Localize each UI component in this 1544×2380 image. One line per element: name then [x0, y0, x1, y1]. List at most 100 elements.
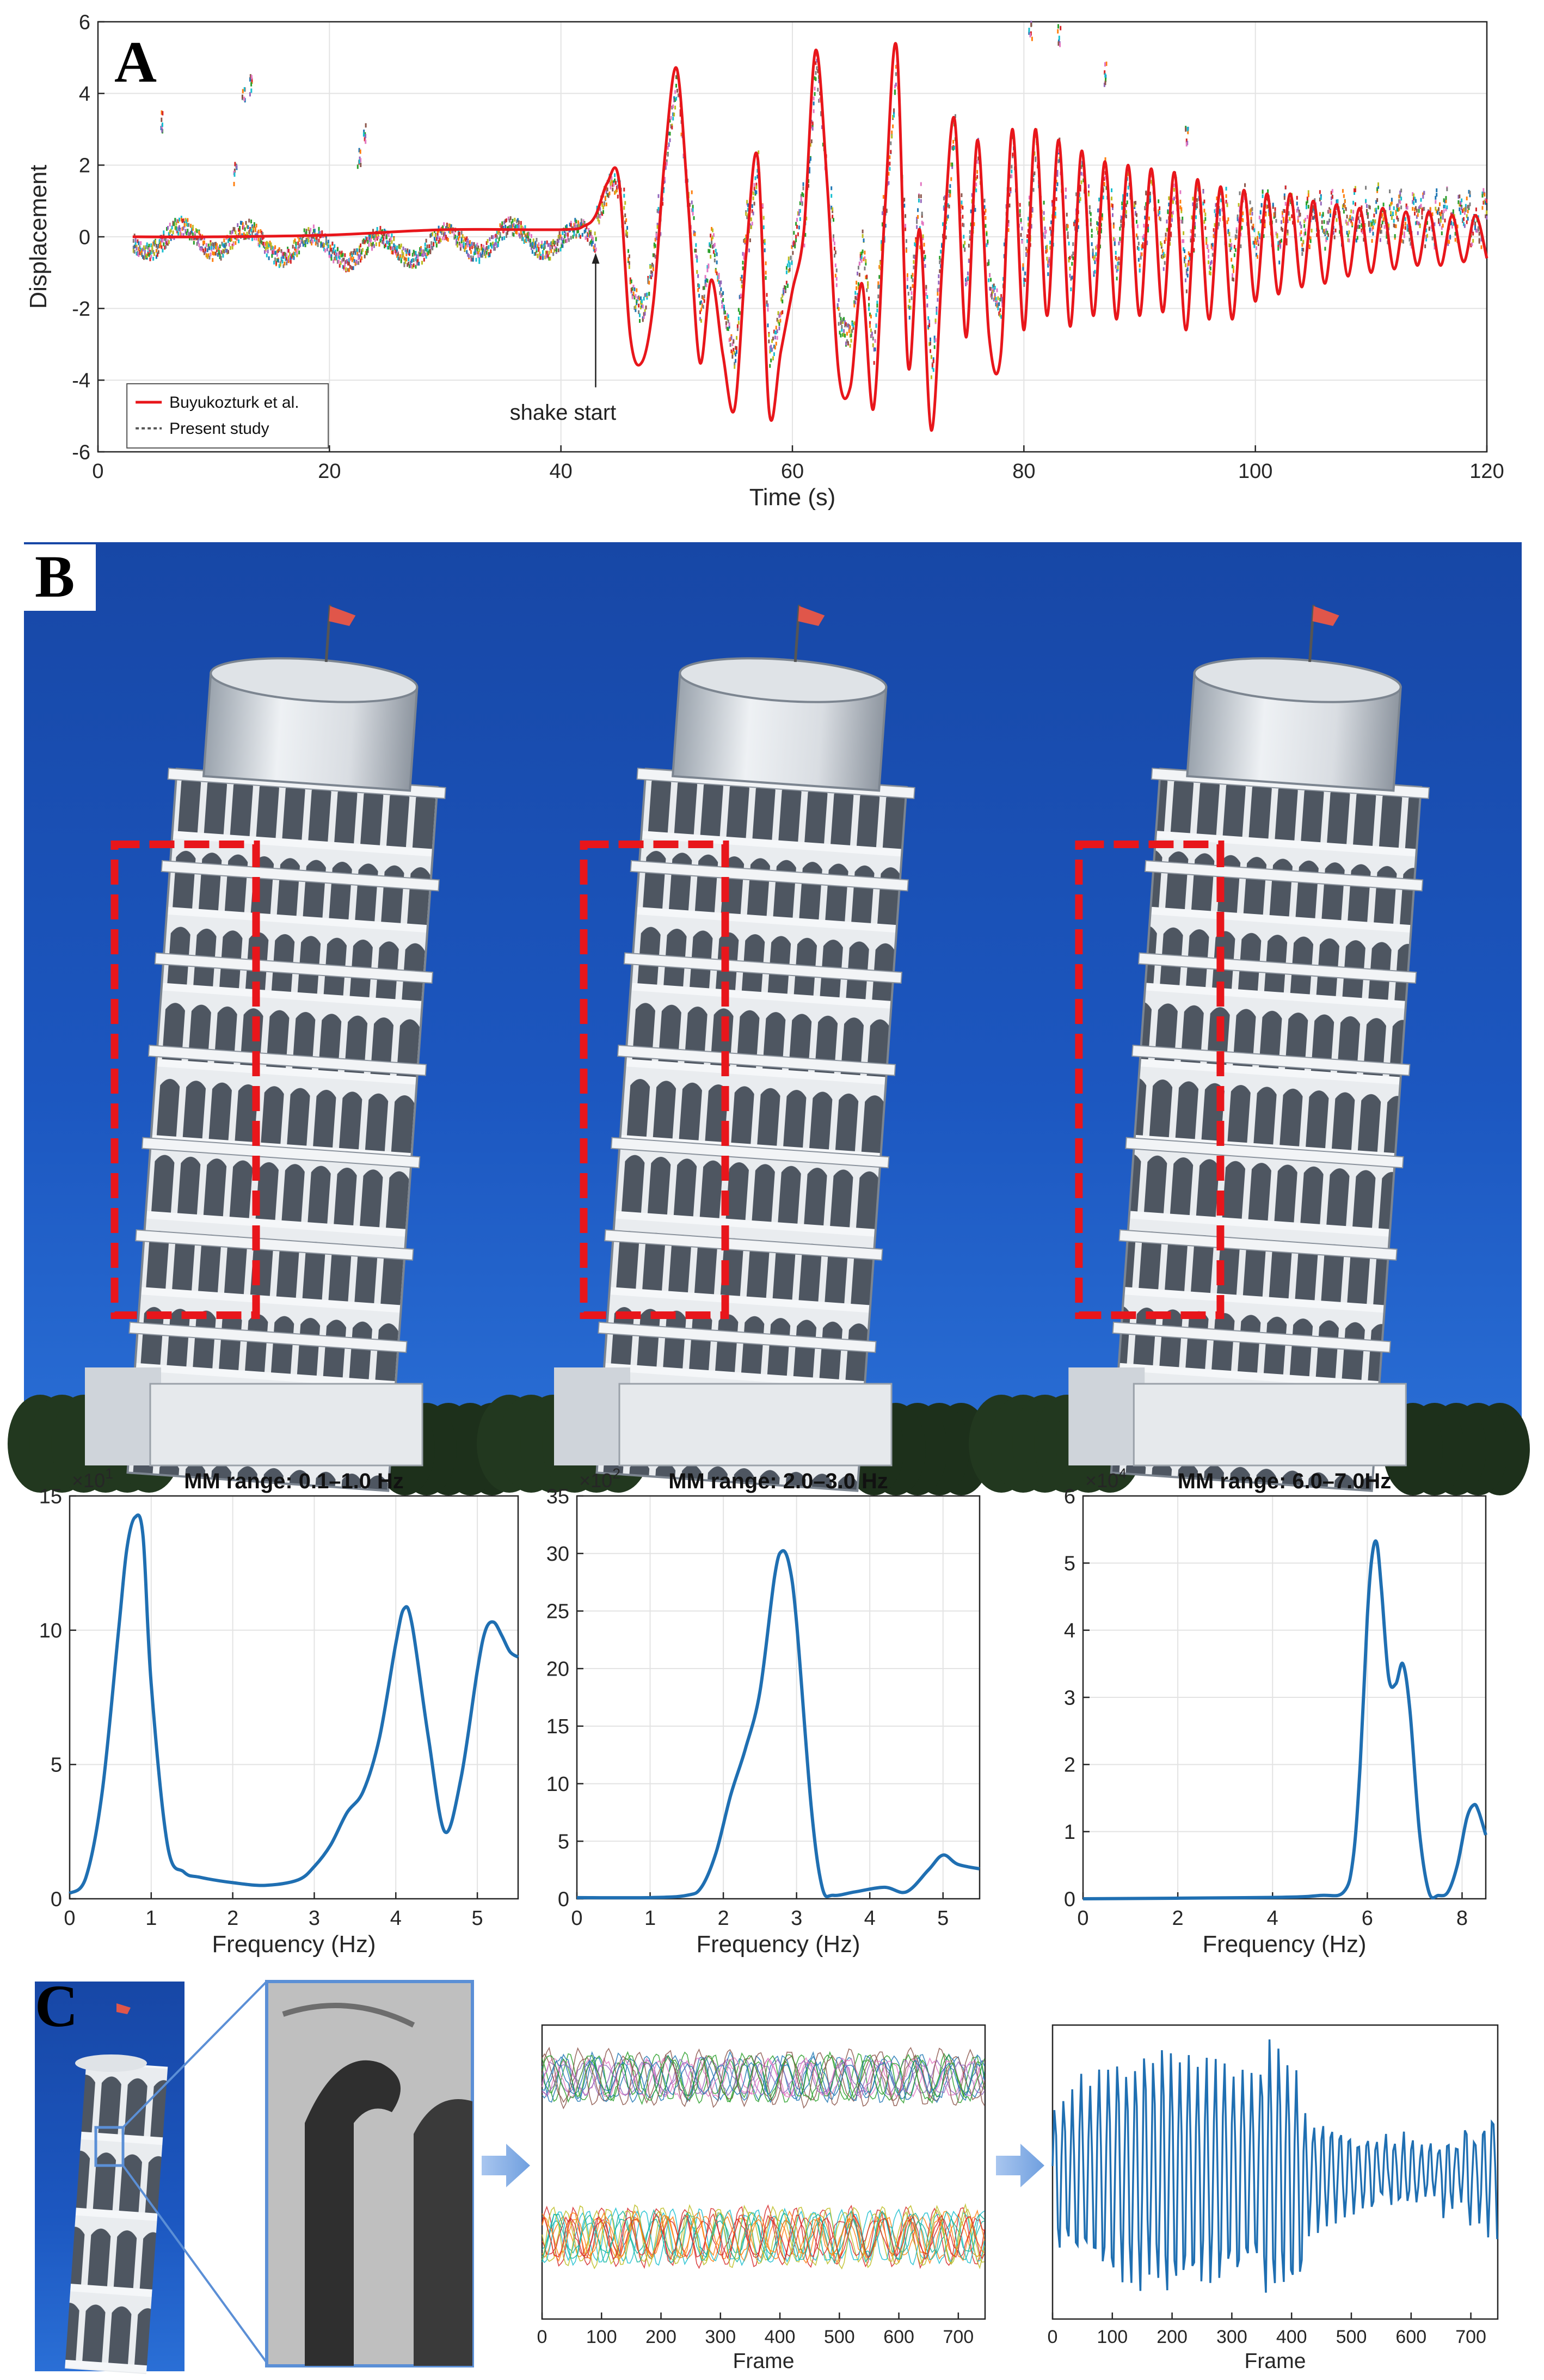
present-study-point: [454, 235, 457, 239]
present-study-point: [1173, 183, 1175, 188]
present-study-point: [456, 238, 458, 243]
present-study-point: [1048, 259, 1050, 263]
present-study-point: [514, 218, 516, 222]
present-study-point: [295, 242, 297, 246]
present-study-point: [477, 251, 479, 255]
present-study-point: [923, 242, 925, 247]
present-study-point: [354, 251, 356, 255]
present-study-point: [312, 229, 315, 233]
present-study-point: [1421, 208, 1423, 213]
present-study-point: [196, 242, 198, 246]
present-study-point: [838, 322, 840, 326]
tower-cornice: [142, 1137, 421, 1169]
present-study-point: [1451, 224, 1453, 229]
present-study-point: [1213, 234, 1215, 238]
present-study-point: [1047, 263, 1049, 268]
present-study-point: [374, 234, 376, 238]
present-study-point: [736, 336, 738, 340]
present-study-point: [650, 275, 653, 279]
present-study-point: [473, 242, 475, 246]
present-study-point: [657, 194, 660, 198]
present-study-point: [1231, 243, 1233, 247]
present-study-point: [305, 231, 307, 235]
present-study-point: [546, 253, 548, 257]
present-study-point: [1073, 222, 1075, 226]
present-study-point: [182, 233, 184, 237]
present-study-point: [441, 231, 443, 235]
present-study-point: [895, 72, 897, 76]
present-study-point: [583, 222, 586, 226]
present-study-point: [1000, 315, 1002, 319]
present-study-point: [387, 241, 390, 246]
present-study-point: [639, 296, 642, 300]
present-study-point: [1232, 277, 1234, 281]
present-study-point: [577, 224, 580, 228]
present-study-point: [1115, 255, 1117, 260]
present-study-point: [642, 304, 644, 309]
present-study-point: [821, 125, 823, 130]
present-study-point: [525, 238, 527, 242]
present-study-point: [225, 249, 227, 253]
present-study-point: [1463, 207, 1466, 211]
present-study-point: [556, 242, 558, 246]
present-study-point: [359, 248, 361, 253]
present-study-point: [222, 254, 224, 258]
present-study-point: [446, 224, 448, 228]
y-tick-label: 10: [39, 1620, 62, 1642]
present-study-point: [270, 242, 272, 247]
present-study-point: [1483, 191, 1485, 195]
outlier-point: [1185, 138, 1188, 143]
present-study-point: [343, 265, 345, 269]
present-study-point: [719, 291, 721, 295]
present-study-point: [204, 248, 206, 252]
present-study-point: [349, 257, 351, 261]
present-study-point: [516, 219, 518, 224]
present-study-point: [1266, 205, 1268, 209]
present-study-point: [219, 244, 221, 249]
present-study-point: [1289, 198, 1291, 203]
present-study-point: [599, 207, 601, 211]
present-study-point: [590, 240, 592, 244]
present-study-point: [274, 251, 276, 255]
present-study-point: [271, 245, 273, 249]
present-study-point: [522, 229, 524, 234]
present-study-point: [1164, 254, 1166, 258]
present-study-point: [793, 243, 795, 247]
present-study-point: [940, 258, 942, 262]
present-study-point: [469, 240, 471, 244]
present-study-point: [188, 223, 190, 227]
present-study-point: [255, 223, 257, 228]
present-study-point: [472, 257, 474, 262]
present-study-point: [928, 323, 931, 327]
present-study-point: [401, 249, 403, 254]
present-study-point: [798, 209, 800, 213]
present-study-point: [737, 308, 740, 312]
present-study-point: [379, 228, 382, 232]
present-study-point: [326, 242, 328, 246]
present-study-point: [913, 254, 915, 259]
present-study-point: [223, 249, 225, 254]
present-study-point: [1471, 242, 1473, 247]
present-study-point: [521, 225, 523, 230]
present-study-point: [797, 211, 799, 216]
present-study-point: [296, 253, 298, 257]
present-study-point: [834, 263, 836, 267]
present-study-point: [617, 194, 619, 199]
present-study-point: [704, 275, 706, 279]
present-study-point: [495, 238, 497, 242]
present-study-point: [873, 361, 875, 365]
present-study-point: [751, 222, 753, 226]
present-study-point: [856, 296, 858, 300]
present-study-point: [1396, 216, 1398, 220]
present-study-point: [1480, 245, 1483, 249]
present-study-point: [495, 234, 497, 238]
present-study-point: [459, 247, 462, 251]
present-study-point: [408, 261, 410, 266]
present-study-point: [313, 229, 316, 233]
tower-frames-panel: [8, 542, 1530, 1495]
present-study-point: [949, 189, 951, 194]
present-study-point: [927, 325, 930, 329]
present-study-point: [141, 253, 143, 257]
present-study-point: [528, 232, 531, 236]
